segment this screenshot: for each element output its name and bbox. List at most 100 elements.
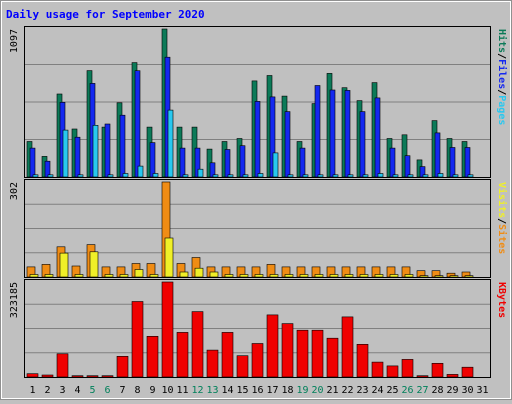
bar-kbytes-day-13 — [206, 349, 219, 378]
x-tick-label-day-9: 9 — [149, 385, 155, 396]
bar-files-day-6 — [104, 123, 111, 178]
bar-visits-day-23 — [359, 274, 369, 278]
bar-kbytes-day-16 — [251, 343, 264, 378]
bar-visits-day-29 — [449, 275, 459, 278]
bar-kbytes-day-12 — [191, 311, 204, 378]
bar-files-day-1 — [29, 147, 36, 178]
bar-pages-day-16 — [257, 173, 264, 178]
x-tick-label-day-6: 6 — [104, 385, 110, 396]
bar-visits-day-28 — [434, 275, 444, 278]
bar-pages-day-18 — [287, 174, 294, 178]
x-tick-label-day-8: 8 — [134, 385, 140, 396]
bar-visits-day-19 — [299, 274, 309, 278]
bar-pages-day-1 — [32, 174, 39, 178]
bar-pages-day-12 — [197, 168, 204, 178]
x-tick-label-day-16: 16 — [251, 385, 263, 396]
legend-separator: / — [496, 218, 507, 224]
bar-kbytes-day-10 — [161, 281, 174, 378]
legend-pages: Pages — [496, 95, 507, 125]
bar-files-day-29 — [449, 147, 456, 178]
bar-visits-day-13 — [209, 271, 219, 278]
bar-files-day-12 — [194, 147, 201, 178]
bar-pages-day-21 — [332, 174, 339, 178]
x-tick-label-day-17: 17 — [266, 385, 278, 396]
bar-files-day-14 — [224, 149, 231, 178]
x-tick-label-day-11: 11 — [176, 385, 188, 396]
x-tick-label-day-30: 30 — [461, 385, 473, 396]
bar-pages-day-27 — [422, 174, 429, 178]
bar-pages-day-29 — [452, 174, 459, 178]
panel-visits-ymax-label: 302 — [9, 182, 20, 200]
panel-hits-ymax-label: 1097 — [9, 29, 20, 53]
bar-files-day-21 — [329, 89, 336, 178]
bar-kbytes-day-7 — [116, 355, 129, 378]
bar-pages-day-8 — [137, 165, 144, 178]
bar-kbytes-day-25 — [386, 365, 399, 378]
panel-hits-legend: Hits/Files/Pages — [496, 29, 508, 125]
bar-pages-day-10 — [167, 109, 174, 178]
x-tick-label-day-28: 28 — [431, 385, 443, 396]
bar-kbytes-day-23 — [356, 343, 369, 378]
bar-files-day-18 — [284, 111, 291, 178]
bar-kbytes-day-30 — [461, 366, 474, 378]
bar-visits-day-5 — [89, 251, 99, 278]
bar-visits-day-15 — [239, 274, 249, 278]
x-tick-label-day-12: 12 — [191, 385, 203, 396]
x-tick-label-day-22: 22 — [341, 385, 353, 396]
bar-files-day-9 — [149, 142, 156, 178]
legend-separator: / — [496, 53, 507, 59]
bar-pages-day-22 — [347, 174, 354, 178]
bar-kbytes-day-1 — [26, 373, 39, 378]
x-tick-label-day-4: 4 — [74, 385, 80, 396]
bar-pages-day-11 — [182, 174, 189, 178]
bar-kbytes-day-22 — [341, 316, 354, 378]
bar-kbytes-day-6 — [101, 375, 114, 378]
bar-files-day-30 — [464, 147, 471, 178]
x-tick-label-day-5: 5 — [89, 385, 95, 396]
bar-visits-day-22 — [344, 274, 354, 278]
x-tick-label-day-3: 3 — [59, 385, 65, 396]
bar-files-day-25 — [389, 147, 396, 178]
x-tick-label-day-20: 20 — [311, 385, 323, 396]
x-tick-label-day-19: 19 — [296, 385, 308, 396]
bar-visits-day-16 — [254, 274, 264, 278]
legend-visits: Visits — [496, 182, 508, 218]
legend-sites: Sites — [496, 224, 508, 254]
bar-kbytes-day-14 — [221, 332, 234, 378]
x-tick-label-day-26: 26 — [401, 385, 413, 396]
bar-files-day-2 — [44, 160, 51, 178]
x-tick-label-day-1: 1 — [29, 385, 35, 396]
bar-kbytes-day-27 — [416, 375, 429, 378]
bar-files-day-28 — [434, 132, 441, 178]
bar-visits-day-4 — [74, 274, 84, 278]
bar-pages-day-9 — [152, 173, 159, 178]
x-tick-label-day-15: 15 — [236, 385, 248, 396]
x-tick-label-day-14: 14 — [221, 385, 233, 396]
bar-kbytes-day-19 — [296, 329, 309, 378]
bar-visits-day-21 — [329, 274, 339, 278]
x-tick-label-day-21: 21 — [326, 385, 338, 396]
x-tick-label-day-2: 2 — [44, 385, 50, 396]
bar-visits-day-9 — [149, 274, 159, 278]
x-tick-label-day-29: 29 — [446, 385, 458, 396]
bar-pages-day-3 — [62, 129, 69, 178]
bar-visits-day-8 — [134, 269, 144, 278]
bar-visits-day-27 — [419, 275, 429, 278]
bar-kbytes-day-17 — [266, 314, 279, 378]
bar-visits-day-10 — [164, 237, 174, 278]
bar-visits-day-25 — [389, 274, 399, 278]
bar-kbytes-day-2 — [41, 374, 54, 378]
x-tick-label-day-7: 7 — [119, 385, 125, 396]
chart-title: Daily usage for September 2020 — [6, 8, 205, 21]
bar-visits-day-17 — [269, 274, 279, 278]
x-tick-label-day-18: 18 — [281, 385, 293, 396]
bar-visits-day-12 — [194, 267, 204, 278]
bar-visits-day-1 — [29, 274, 39, 278]
legend-files: Files — [496, 59, 508, 89]
x-tick-label-day-13: 13 — [206, 385, 218, 396]
bar-kbytes-day-29 — [446, 374, 459, 378]
x-tick-label-day-27: 27 — [416, 385, 428, 396]
bar-kbytes-day-20 — [311, 329, 324, 378]
